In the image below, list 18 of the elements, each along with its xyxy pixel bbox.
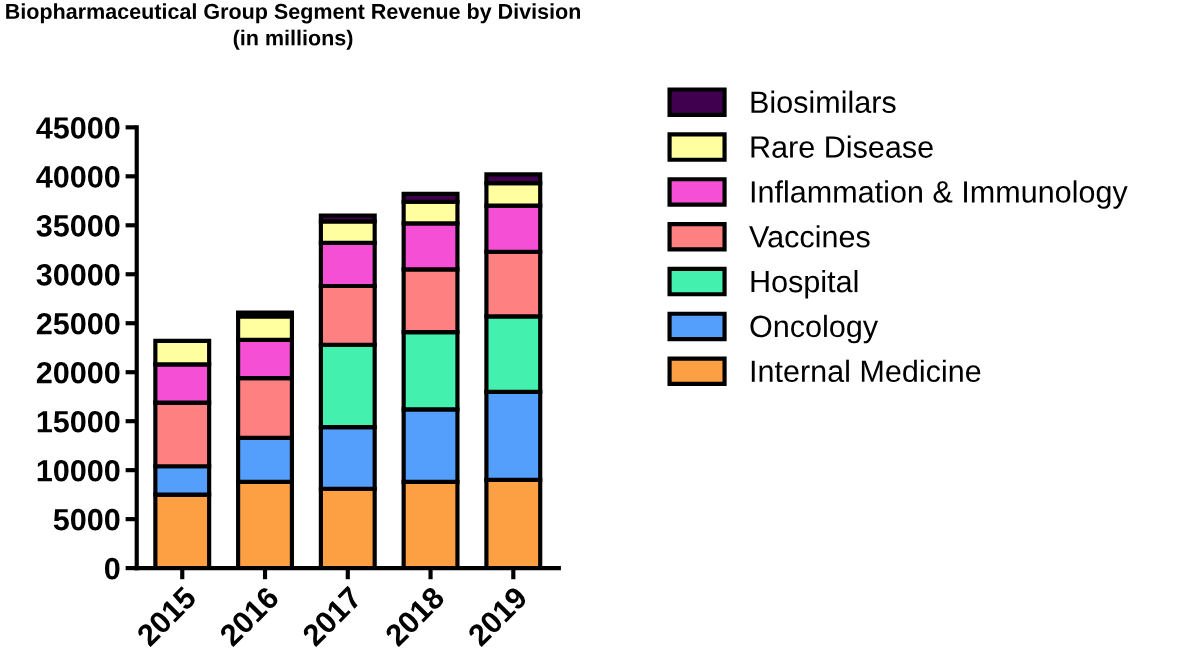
y-tick-label: 10000 bbox=[37, 459, 120, 482]
y-tick-label: 45000 bbox=[36, 117, 120, 139]
y-tick-label: 0 bbox=[104, 557, 120, 580]
y-tick-label: 20000 bbox=[36, 361, 120, 384]
y-tick-label: 30000 bbox=[36, 264, 120, 286]
y-tick-label: 35000 bbox=[36, 215, 120, 237]
y-tick-label: 25000 bbox=[36, 312, 120, 335]
legend-label: Vaccines bbox=[749, 225, 870, 248]
legend-label: Rare Disease bbox=[751, 135, 933, 158]
legend-label: Biosimilars bbox=[751, 90, 896, 114]
legend-label: Inflammation & Immunology bbox=[751, 180, 1128, 209]
y-tick-label: 15000 bbox=[37, 410, 120, 433]
y-tick-label: 40000 bbox=[36, 166, 120, 188]
legend-label: Oncology bbox=[750, 314, 879, 344]
legend-label: Internal Medicine bbox=[751, 359, 981, 383]
legend-label: Hospital bbox=[751, 269, 858, 299]
chart-title: Biopharmaceutical Group Segment Revenue by Division (in millions) bbox=[6, 3, 581, 50]
y-tick-label: 5000 bbox=[53, 508, 120, 531]
